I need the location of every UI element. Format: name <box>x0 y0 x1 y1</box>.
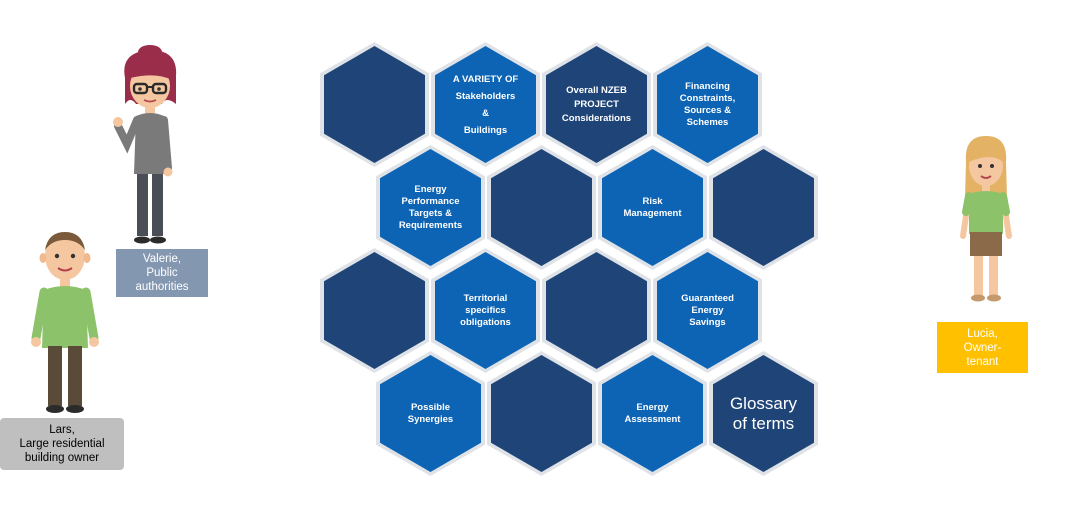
hex-label: Energy Assessment <box>624 401 681 425</box>
hex-label: Glossary of terms <box>729 393 798 433</box>
hex-label: Risk Management <box>623 195 682 219</box>
valerie-role-label: Valerie, Public authorities <box>116 249 208 297</box>
lars-role-label: Lars, Large residential building owner <box>0 418 124 470</box>
lars-avatar-icon <box>31 232 99 413</box>
valerie-avatar-icon <box>113 45 177 244</box>
hex-label: Territorial specifics obligations <box>460 292 511 328</box>
hex-label: Financing Constraints, Sources & Schemes <box>679 80 736 128</box>
hex-empty-4 <box>324 252 425 369</box>
lucia-avatar-icon <box>960 136 1012 302</box>
lucia-role-label: Lucia, Owner- tenant <box>937 322 1028 373</box>
hex-label: Possible Synergies <box>407 401 454 425</box>
hex-empty-1 <box>324 46 425 163</box>
hex-possible-synergies[interactable]: Possible Synergies <box>380 355 481 472</box>
hex-label: Overall NZEB PROJECT Considerations <box>561 84 632 124</box>
hex-label: Guaranteed Energy Savings <box>681 292 734 328</box>
hex-label: Energy Performance Targets & Requirement… <box>398 183 463 231</box>
hex-label: A VARIETY OF Stakeholders & Buildings <box>452 73 519 136</box>
hex-energy-performance[interactable]: Energy Performance Targets & Requirement… <box>380 149 481 266</box>
